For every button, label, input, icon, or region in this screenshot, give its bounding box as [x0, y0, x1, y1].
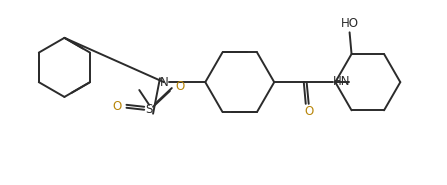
Text: O: O	[175, 80, 184, 93]
Text: HO: HO	[341, 17, 358, 30]
Text: S: S	[145, 103, 153, 116]
Text: HN: HN	[333, 75, 350, 88]
Text: O: O	[112, 100, 121, 113]
Text: N: N	[160, 76, 168, 89]
Text: O: O	[304, 105, 313, 118]
